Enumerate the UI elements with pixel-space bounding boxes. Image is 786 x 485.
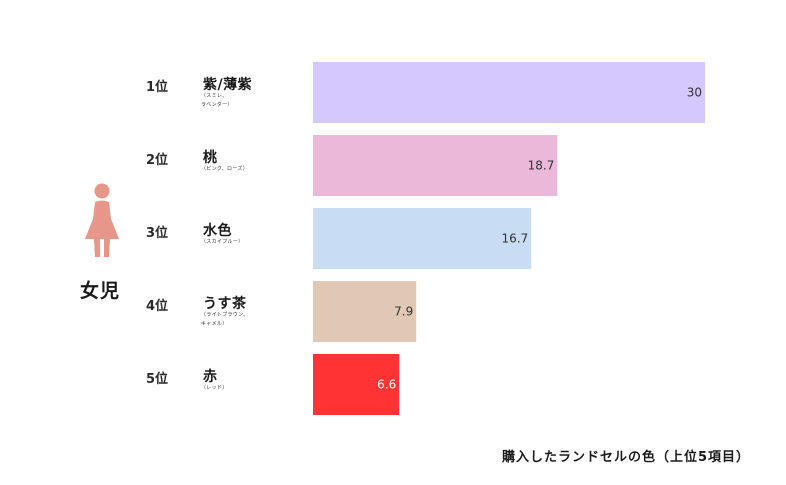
sublabel-line: キャメル）	[201, 321, 228, 327]
category-label-1: 紫/薄紫	[203, 77, 253, 93]
girl-figure-icon	[85, 183, 119, 257]
sublabel-line: （スミレ、	[201, 93, 228, 99]
value-label-2: 18.7	[528, 159, 555, 173]
category-sublabel-2: （ピンク、ローズ）	[201, 165, 291, 174]
rank-label-5: 5位	[146, 372, 169, 387]
figure-label: 女児	[80, 280, 121, 302]
sublabel-line: （レッド）	[201, 385, 228, 391]
value-label-1: 30	[687, 86, 702, 100]
rank-label-2: 2位	[146, 153, 169, 168]
rank-label-3: 3位	[146, 226, 169, 241]
sublabel-line: ラベンダー）	[201, 102, 233, 108]
sublabel-line: （ピンク、ローズ）	[201, 166, 249, 172]
category-label-5: 赤	[203, 369, 218, 385]
bar-4	[313, 281, 417, 342]
value-label-5: 6.6	[377, 378, 396, 392]
bar-3	[313, 208, 532, 269]
chart-footnote: 購入したランドセルの色（上位5項目）	[501, 450, 750, 465]
category-sublabel-4: （ライトブラウン、 キャメル）	[201, 311, 291, 329]
rank-label-1: 1位	[146, 80, 169, 95]
category-label-2: 桃	[203, 150, 218, 166]
category-label-3: 水色	[203, 223, 232, 239]
sublabel-line: （スカイブルー）	[201, 239, 244, 245]
value-label-4: 7.9	[394, 305, 413, 319]
category-sublabel-5: （レッド）	[201, 384, 291, 393]
category-sublabel-1: （スミレ、ラベンダー）	[201, 92, 291, 110]
bar-1	[313, 62, 705, 123]
rank-label-4: 4位	[146, 299, 169, 314]
sublabel-line: （ライトブラウン、	[201, 312, 249, 318]
bar-5	[313, 354, 400, 415]
category-label-4: うす茶	[203, 296, 247, 312]
value-label-3: 16.7	[501, 232, 528, 246]
bar-2	[313, 135, 558, 196]
category-sublabel-3: （スカイブルー）	[201, 238, 291, 247]
